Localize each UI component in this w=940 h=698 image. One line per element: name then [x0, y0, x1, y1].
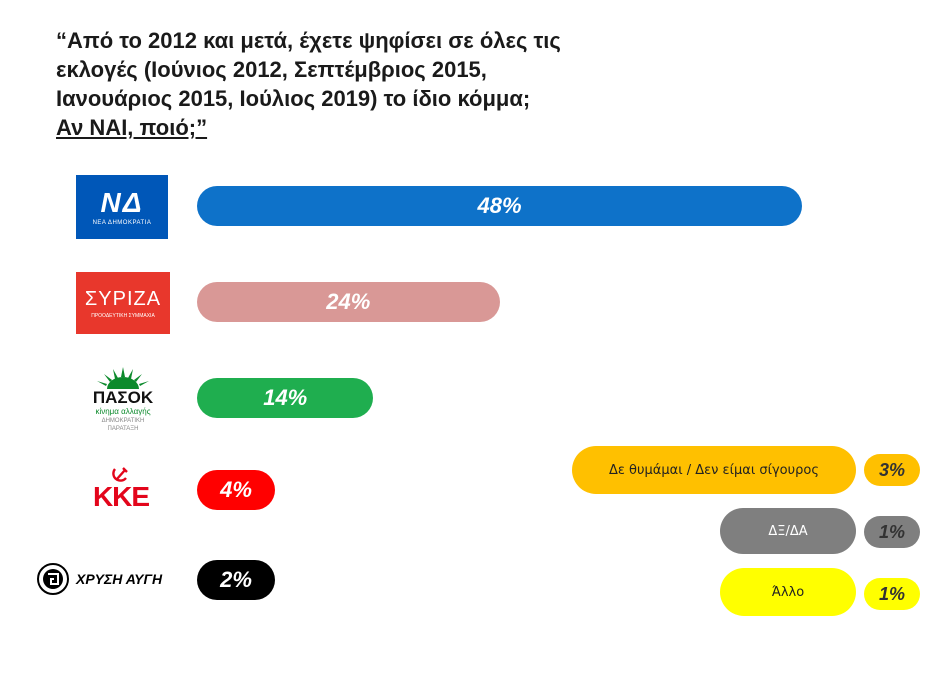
syriza-logo-caption: ΠΡΟΟΔΕΥΤΙΚΗ ΣΥΜΜΑΧΙΑ	[91, 313, 155, 319]
pasok-logo-caption-2: ΠΑΡΑΤΑΞΗ	[107, 426, 139, 432]
bar-nd: 48%	[197, 186, 802, 226]
bar-pasok: 14%	[197, 378, 374, 418]
bar-value-label: 24%	[326, 289, 371, 314]
response-pill-dont-remember: Δε θυμάμαι / Δεν είμαι σίγουρος	[572, 446, 856, 494]
pasok-logo: ΠΑΣΟΚ κίνημα αλλαγής ΔΗΜΟΚΡΑΤΙΚΗ ΠΑΡΑΤΑΞ…	[84, 356, 162, 440]
bar-kke: 4%	[197, 470, 275, 510]
response-pill-other: Άλλο	[720, 568, 856, 616]
kke-logo-mark: ΚΚΕ	[92, 481, 150, 512]
pasok-logo-caption-1: ΔΗΜΟΚΡΑΤΙΚΗ	[101, 418, 145, 424]
bar-value-label: 48%	[477, 193, 522, 218]
xa-logo-mark: ΧΡΥΣΗ ΑΥΓΗ	[76, 571, 163, 587]
response-pill-dk-na: ΔΞ/ΔΑ	[720, 508, 856, 554]
nd-logo: ΝΔ ΝΕΑ ΔΗΜΟΚΡΑΤΙΑ	[76, 175, 168, 239]
response-value-dont-remember: 3%	[864, 454, 920, 486]
sun-icon	[97, 367, 149, 389]
bar-value-label: 4%	[220, 477, 252, 502]
syriza-logo-mark: ΣΥΡΙΖΑ	[84, 288, 162, 310]
response-value-dk-na: 1%	[864, 516, 920, 548]
xa-logo: ΧΡΥΣΗ ΑΥΓΗ	[36, 561, 176, 597]
response-value-other: 1%	[864, 578, 920, 610]
hammer-sickle-icon	[112, 467, 128, 482]
title-line-1: “Από το 2012 και μετά, έχετε ψηφίσει σε …	[56, 28, 561, 53]
kke-logo: ΚΚΕ	[80, 462, 162, 516]
nd-logo-mark: ΝΔ	[100, 187, 144, 218]
title-line-3: Ιανουάριος 2015, Ιούλιος 2019) το ίδιο κ…	[56, 86, 531, 111]
response-label: Άλλο	[771, 584, 805, 600]
pasok-logo-sub: κίνημα αλλαγής	[95, 407, 151, 416]
meander-emblem-icon	[37, 563, 69, 595]
bar-value-label: 2%	[220, 567, 252, 592]
pasok-logo-mark: ΠΑΣΟΚ	[92, 388, 154, 407]
title-line-2: εκλογές (Ιούνιος 2012, Σεπτέμβριος 2015,	[56, 57, 487, 82]
bar-value-label: 14%	[263, 385, 308, 410]
syriza-logo: ΣΥΡΙΖΑ ΠΡΟΟΔΕΥΤΙΚΗ ΣΥΜΜΑΧΙΑ	[76, 272, 170, 334]
bar-syriza: 24%	[197, 282, 500, 322]
nd-logo-caption: ΝΕΑ ΔΗΜΟΚΡΑΤΙΑ	[92, 220, 152, 226]
response-label: ΔΞ/ΔΑ	[768, 523, 808, 539]
bar-xa: 2%	[197, 560, 275, 600]
title-line-4: Αν ΝΑΙ, ποιό;”	[56, 115, 208, 140]
response-label: Δε θυμάμαι / Δεν είμαι σίγουρος	[608, 462, 819, 478]
chart-title: “Από το 2012 και μετά, έχετε ψηφίσει σε …	[56, 26, 656, 142]
